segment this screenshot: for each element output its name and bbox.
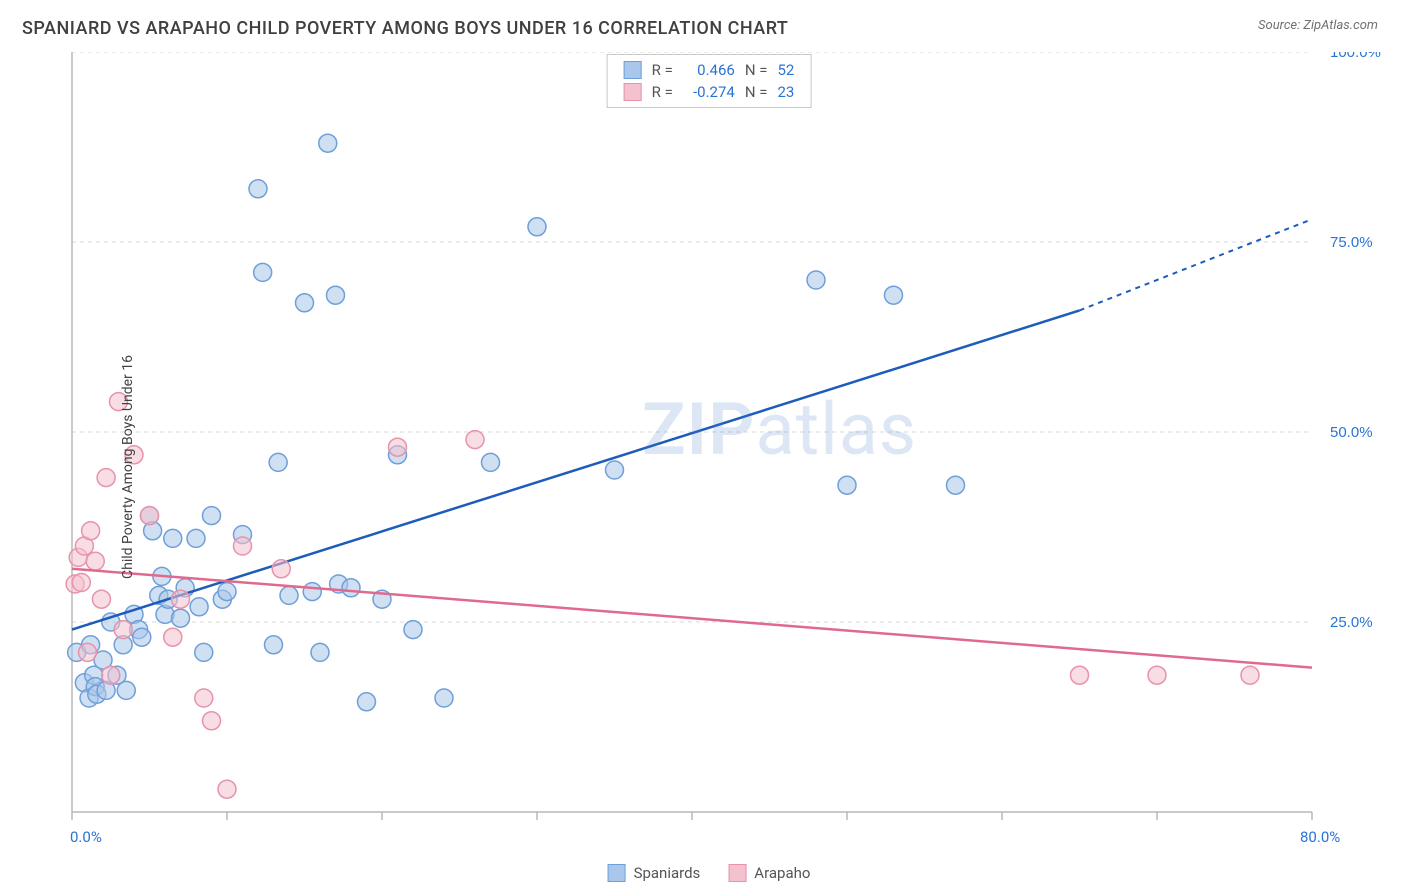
svg-text:100.0%: 100.0% xyxy=(1330,52,1381,61)
legend-row-arapaho: R = -0.274 N = 23 xyxy=(608,81,811,103)
swatch-spaniards xyxy=(624,61,642,79)
r-value-spaniards: 0.466 xyxy=(683,61,735,79)
svg-text:75.0%: 75.0% xyxy=(1330,234,1373,251)
svg-text:50.0%: 50.0% xyxy=(1330,424,1373,441)
y-axis-label: Child Poverty Among Boys Under 16 xyxy=(120,355,136,579)
scatter-chart: 25.0% 50.0% 75.0% 100.0% xyxy=(22,52,1396,882)
swatch-icon xyxy=(728,864,746,882)
svg-text:25.0%: 25.0% xyxy=(1330,614,1373,631)
swatch-icon xyxy=(608,864,626,882)
r-value-arapaho: -0.274 xyxy=(683,83,735,101)
legend-item-arapaho: Arapaho xyxy=(728,864,810,882)
x-axis-max-label: 80.0% xyxy=(1300,828,1340,846)
legend-item-spaniards: Spaniards xyxy=(608,864,701,882)
legend-row-spaniards: R = 0.466 N = 52 xyxy=(608,59,811,81)
correlation-legend: R = 0.466 N = 52 R = -0.274 N = 23 xyxy=(607,54,812,108)
series-legend: Spaniards Arapaho xyxy=(608,864,811,882)
swatch-arapaho xyxy=(624,83,642,101)
chart-container: Child Poverty Among Boys Under 16 25.0% 5… xyxy=(22,52,1396,882)
chart-title: SPANIARD VS ARAPAHO CHILD POVERTY AMONG … xyxy=(22,18,788,39)
x-axis-min-label: 0.0% xyxy=(70,828,102,846)
n-value-arapaho: 23 xyxy=(777,83,794,101)
source-credit: Source: ZipAtlas.com xyxy=(1258,18,1378,33)
n-value-spaniards: 52 xyxy=(777,61,794,79)
